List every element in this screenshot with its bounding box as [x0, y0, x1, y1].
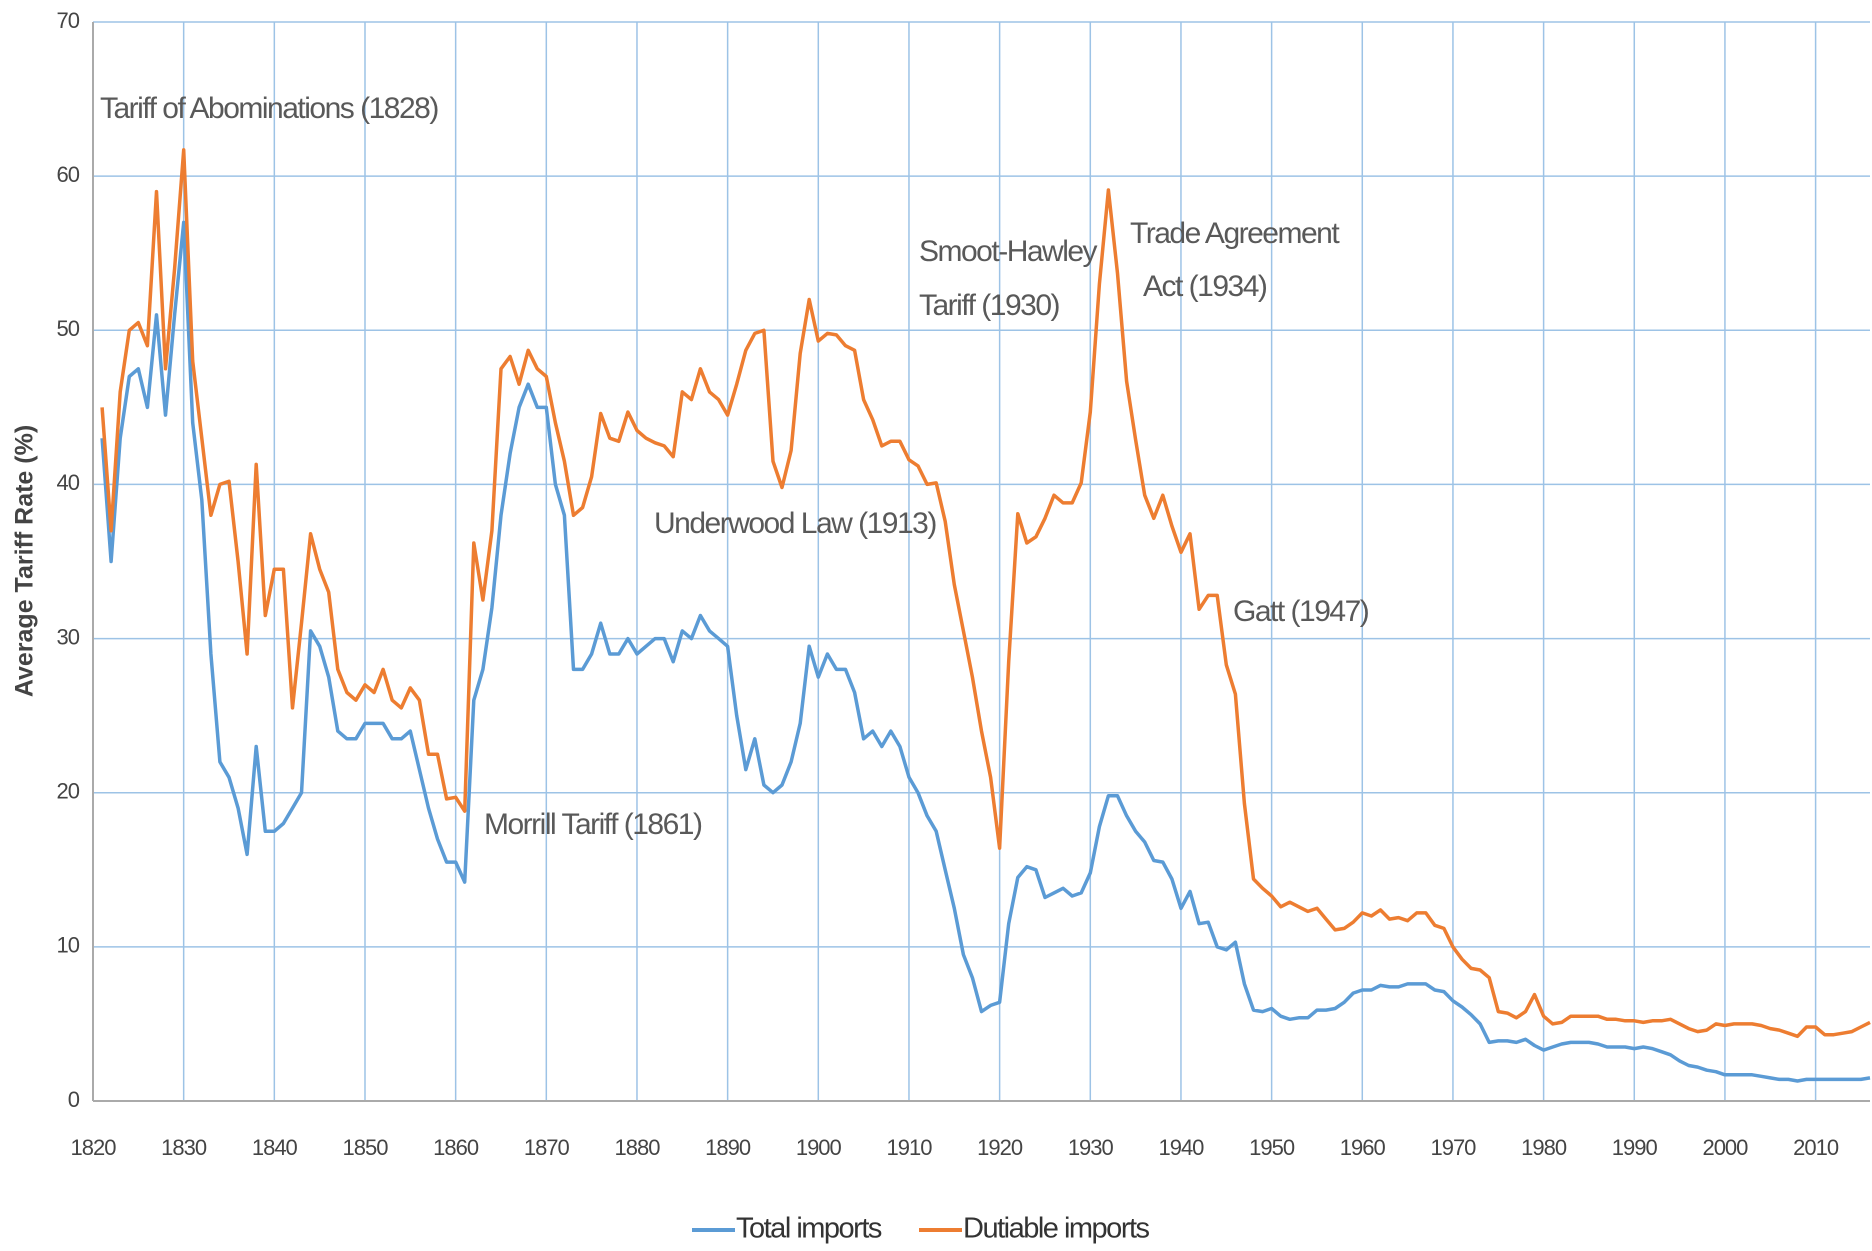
legend-label: Total imports: [736, 1213, 882, 1245]
y-tick-label: 40: [57, 470, 80, 495]
x-tick-label: 1870: [524, 1135, 570, 1160]
series-line: [100, 148, 1871, 1039]
x-tick-label: 1820: [71, 1135, 117, 1160]
y-axis-title: Average Tariff Rate (%): [11, 425, 39, 697]
y-tick-label: 50: [57, 316, 80, 341]
x-tick-label: 1990: [1612, 1135, 1658, 1160]
x-tick-label: 1960: [1340, 1135, 1386, 1160]
x-tick-label: 1860: [433, 1135, 479, 1160]
y-tick-label: 70: [57, 8, 80, 33]
annotation: Tariff (1930): [919, 289, 1060, 322]
x-tick-label: 1840: [252, 1135, 298, 1160]
x-tick-label: 1970: [1430, 1135, 1476, 1160]
annotation: Tariff of Abominations (1828): [100, 92, 438, 125]
x-tick-label: 2010: [1793, 1135, 1839, 1160]
y-tick-label: 20: [57, 779, 80, 804]
annotation: Trade Agreement: [1130, 217, 1340, 250]
x-tick-label: 1900: [796, 1135, 842, 1160]
x-tick-label: 2000: [1702, 1135, 1748, 1160]
y-tick-label: 0: [68, 1087, 80, 1112]
x-tick-label: 1920: [977, 1135, 1023, 1160]
y-tick-label: 30: [57, 624, 80, 649]
x-tick-label: 1930: [1068, 1135, 1114, 1160]
x-tick-label: 1980: [1521, 1135, 1567, 1160]
x-tick-label: 1890: [705, 1135, 751, 1160]
y-tick-label: 10: [57, 933, 80, 958]
series-line: [100, 220, 1871, 1083]
annotation: Gatt (1947): [1233, 595, 1369, 628]
x-tick-label: 1940: [1158, 1135, 1204, 1160]
x-tick-label: 1950: [1249, 1135, 1295, 1160]
legend-label: Dutiable imports: [963, 1213, 1150, 1245]
annotation: Smoot-Hawley: [919, 235, 1098, 268]
x-tick-label: 1910: [886, 1135, 932, 1160]
x-tick-label: 1880: [615, 1135, 661, 1160]
x-tick-label: 1850: [343, 1135, 389, 1160]
annotation: Act (1934): [1143, 270, 1267, 303]
annotation: Underwood Law (1913): [654, 507, 936, 540]
annotation: Morrill Tariff (1861): [484, 808, 702, 841]
x-tick-label: 1830: [161, 1135, 207, 1160]
y-tick-label: 60: [57, 162, 80, 187]
